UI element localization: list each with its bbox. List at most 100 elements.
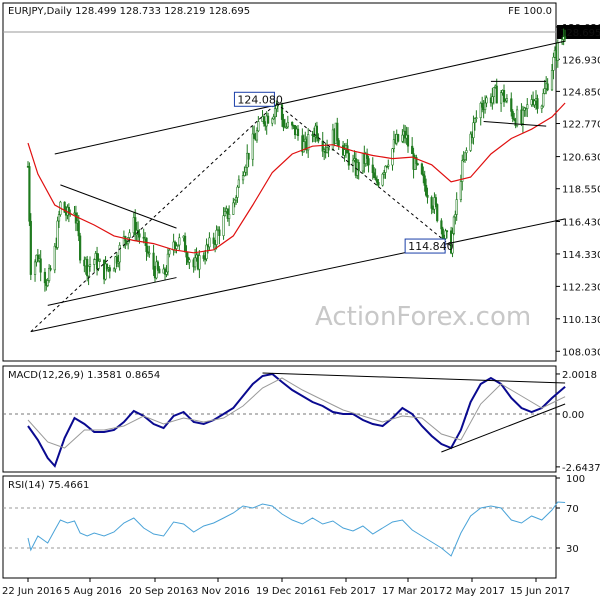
- candle-body: [234, 197, 238, 201]
- candle-body: [513, 118, 516, 121]
- candle-body: [87, 265, 90, 277]
- candle-body: [451, 233, 454, 254]
- macd-panel-frame: [2, 365, 557, 473]
- candle-body: [475, 117, 478, 119]
- price-tick-label: 112.230: [562, 282, 600, 293]
- candle-body: [371, 164, 374, 174]
- candle-body: [556, 42, 559, 61]
- candle-body: [142, 236, 145, 239]
- candle-body: [563, 36, 567, 39]
- price-tick-label: 120.630: [562, 153, 600, 164]
- trendline: [47, 277, 177, 306]
- rsi-label: RSI(14) 75.4661: [8, 480, 89, 491]
- candle-body: [430, 197, 433, 209]
- candle-body: [233, 199, 236, 204]
- candle-body: [134, 217, 137, 236]
- candle-body: [347, 152, 350, 166]
- rsi-tick-label: 100: [566, 474, 585, 485]
- candle-body: [56, 220, 59, 248]
- candle-body: [491, 96, 494, 104]
- candle-body: [105, 263, 109, 270]
- candle-body: [251, 133, 254, 160]
- rsi-line: [27, 501, 566, 557]
- candle-body: [49, 267, 52, 271]
- candle-body: [505, 98, 509, 102]
- candle-body: [422, 173, 425, 177]
- candle-body: [244, 167, 247, 173]
- candles: [26, 28, 567, 292]
- candle-body: [357, 162, 360, 172]
- candle-body: [183, 235, 187, 253]
- candle-body: [193, 257, 197, 268]
- candle-body: [385, 165, 388, 168]
- candle-body: [552, 56, 555, 71]
- candle-body: [445, 230, 449, 233]
- candle-body: [315, 125, 319, 139]
- candle-body: [373, 172, 376, 178]
- candle-body: [241, 175, 245, 181]
- candle-body: [375, 179, 379, 183]
- fibo-dashed-line: [30, 102, 277, 333]
- price-annotation-box: [404, 238, 446, 254]
- candle-body: [93, 259, 96, 265]
- x-tick-label: 2 May 2017: [446, 586, 505, 597]
- price-tick-label: 122.770: [562, 120, 600, 131]
- candle-body: [67, 207, 70, 215]
- candle-body: [511, 111, 514, 120]
- candle-body: [452, 216, 456, 234]
- candle-body: [280, 104, 284, 120]
- candle-body: [384, 165, 387, 173]
- candle-body: [33, 261, 37, 275]
- candle-body: [469, 133, 472, 151]
- candle-body: [392, 139, 396, 149]
- candle-body: [246, 152, 249, 168]
- candle-body: [117, 261, 120, 264]
- candle-body: [57, 214, 61, 222]
- watermark: ActionForex.com: [315, 302, 531, 332]
- fibo-dashed-line: [276, 102, 452, 247]
- candle-body: [208, 237, 211, 248]
- candle-body: [218, 229, 221, 236]
- candle-body: [198, 255, 201, 270]
- candle-body: [521, 109, 525, 124]
- candle-body: [98, 259, 101, 262]
- macd-tick-label: -2.6437: [562, 463, 600, 474]
- candle-body: [327, 147, 330, 151]
- candle-body: [321, 140, 324, 152]
- candle-body: [424, 185, 428, 196]
- candle-body: [546, 83, 549, 91]
- macd-trendline: [441, 403, 566, 453]
- candle-body: [215, 229, 218, 245]
- x-tick-label: 3 Nov 2016: [192, 586, 250, 597]
- price-annotation-label: 114.840: [408, 240, 454, 253]
- signal-line: [27, 377, 566, 449]
- candle-body: [232, 202, 235, 215]
- candle-body: [255, 130, 259, 141]
- candle-body: [337, 140, 340, 146]
- candle-body: [115, 256, 118, 264]
- candle-body: [406, 134, 410, 147]
- x-tick-label: 5 Aug 2016: [64, 586, 122, 597]
- candle-body: [481, 102, 484, 108]
- candle-body: [436, 204, 439, 222]
- macd-series: [27, 372, 566, 468]
- candle-body: [540, 105, 543, 109]
- candle-body: [222, 215, 225, 236]
- candle-body: [146, 251, 150, 254]
- candle-body: [185, 251, 188, 258]
- candle-body: [286, 121, 289, 128]
- candle-body: [46, 280, 49, 286]
- candle-body: [479, 102, 482, 118]
- candle-body: [223, 211, 227, 216]
- trendline: [54, 40, 566, 155]
- candle-body: [465, 150, 468, 154]
- rsi-tick-label: 30: [566, 544, 579, 555]
- rsi-tick-label: 70: [566, 504, 579, 515]
- candle-body: [526, 104, 529, 109]
- macd-axis: 2.0018 0.00 -2.6437: [3, 370, 600, 474]
- candle-body: [145, 237, 148, 253]
- candle-body: [243, 171, 246, 176]
- candle-body: [212, 237, 215, 244]
- candle-body: [152, 252, 155, 270]
